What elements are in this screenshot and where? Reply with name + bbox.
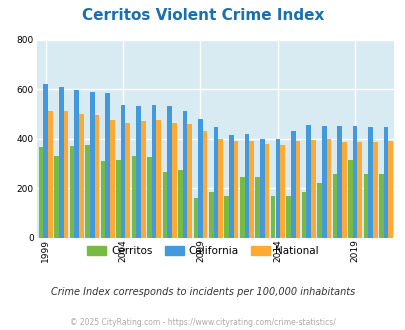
Bar xyxy=(54,156,59,238)
Bar xyxy=(151,105,156,238)
Bar xyxy=(363,175,367,238)
Bar xyxy=(121,105,125,238)
Bar xyxy=(90,92,94,238)
Bar xyxy=(301,192,306,238)
Bar xyxy=(202,131,207,238)
Bar xyxy=(367,127,372,238)
Bar xyxy=(171,122,176,238)
Bar xyxy=(233,141,238,238)
Bar xyxy=(85,145,90,238)
Bar xyxy=(279,145,284,238)
Bar xyxy=(388,141,392,238)
Bar xyxy=(167,106,171,238)
Bar xyxy=(187,124,192,238)
Text: Cerritos Violent Crime Index: Cerritos Violent Crime Index xyxy=(82,8,323,23)
Bar xyxy=(156,120,161,238)
Bar xyxy=(378,175,383,238)
Bar xyxy=(286,195,290,238)
Bar xyxy=(79,114,83,238)
Bar xyxy=(270,196,275,238)
Bar xyxy=(162,172,167,238)
Bar xyxy=(316,183,321,238)
Bar xyxy=(326,139,330,238)
Bar xyxy=(141,121,145,238)
Bar xyxy=(100,161,105,238)
Bar xyxy=(178,170,182,238)
Bar xyxy=(70,146,74,238)
Bar xyxy=(136,106,141,238)
Bar xyxy=(239,178,244,238)
Bar xyxy=(347,160,352,238)
Text: © 2025 CityRating.com - https://www.cityrating.com/crime-statistics/: © 2025 CityRating.com - https://www.city… xyxy=(70,318,335,327)
Bar xyxy=(59,86,64,238)
Bar xyxy=(131,156,136,238)
Bar xyxy=(306,125,310,238)
Bar xyxy=(224,195,228,238)
Bar xyxy=(74,90,79,238)
Bar xyxy=(48,112,53,238)
Bar xyxy=(182,112,187,238)
Bar xyxy=(125,122,130,238)
Bar xyxy=(110,120,114,238)
Text: Crime Index corresponds to incidents per 100,000 inhabitants: Crime Index corresponds to incidents per… xyxy=(51,287,354,297)
Bar xyxy=(39,147,43,238)
Bar xyxy=(356,142,361,238)
Bar xyxy=(259,139,264,238)
Bar xyxy=(337,126,341,238)
Bar xyxy=(332,175,337,238)
Bar xyxy=(213,127,218,238)
Bar xyxy=(94,115,99,238)
Legend: Cerritos, California, National: Cerritos, California, National xyxy=(83,242,322,260)
Bar xyxy=(255,177,259,238)
Bar xyxy=(228,135,233,238)
Bar xyxy=(116,160,121,238)
Bar xyxy=(321,126,326,238)
Bar xyxy=(341,142,346,238)
Bar xyxy=(193,198,198,238)
Bar xyxy=(264,144,269,238)
Bar xyxy=(209,192,213,238)
Bar xyxy=(290,131,295,238)
Bar xyxy=(352,126,356,238)
Bar xyxy=(275,139,279,238)
Bar xyxy=(218,139,222,238)
Bar xyxy=(105,93,110,238)
Bar xyxy=(244,134,249,238)
Bar xyxy=(43,84,48,238)
Bar xyxy=(383,127,388,238)
Bar xyxy=(147,157,151,238)
Bar xyxy=(249,141,253,238)
Bar xyxy=(295,141,300,238)
Bar xyxy=(310,140,315,238)
Bar xyxy=(372,142,377,238)
Bar xyxy=(64,112,68,238)
Bar xyxy=(198,119,202,238)
